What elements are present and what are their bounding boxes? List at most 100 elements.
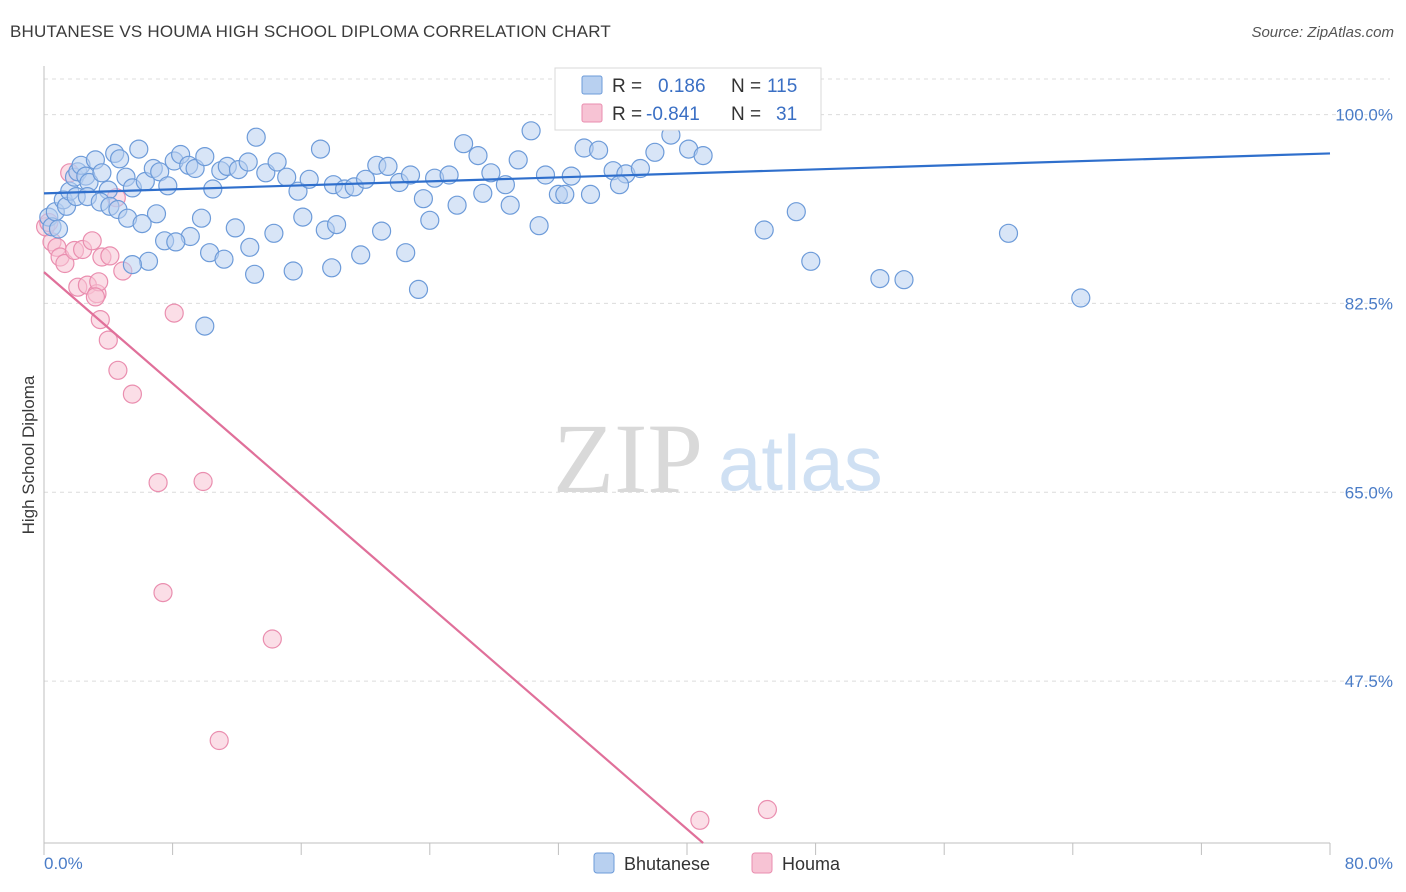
bhutanese-point-74 <box>240 237 260 257</box>
bhutanese-point-89 <box>609 175 630 195</box>
bhutanese-point-28 <box>195 147 215 167</box>
houma-point-21 <box>108 360 128 380</box>
houma-point-28 <box>209 730 229 751</box>
bhutanese-point-13 <box>92 163 112 183</box>
houma-point-14 <box>100 246 120 266</box>
bhutanese-point-88 <box>580 184 601 204</box>
chart-source: Source: ZipAtlas.com <box>1251 24 1394 41</box>
x-tick-label-min: 0.0% <box>44 854 83 873</box>
bhutanese-point-65 <box>630 158 651 179</box>
x-tick-label-max: 80.0% <box>1345 854 1393 873</box>
correlation-legend: R = 0.186 N = 115 R = -0.841 N = 31 <box>554 67 822 131</box>
bhutanese-point-109 <box>870 269 890 289</box>
bhutanese-point-3 <box>48 219 69 239</box>
bhutanese-point-114 <box>786 202 806 222</box>
houma-trend-line <box>43 271 704 844</box>
legend-swatch-houma <box>581 103 603 123</box>
bhutanese-point-70 <box>146 204 167 224</box>
bhutanese-point-106 <box>122 255 142 275</box>
bhutanese-point-99 <box>191 208 212 228</box>
bhutanese-point-108 <box>801 251 821 271</box>
watermark-atlas: atlas <box>718 419 883 507</box>
houma-point-11 <box>82 231 102 251</box>
bhutanese-point-76 <box>293 207 313 227</box>
bhutanese-point-56 <box>508 150 528 170</box>
bhutanese-point-105 <box>138 251 159 271</box>
legend-r-label-1: R = <box>612 104 642 125</box>
bhutanese-point-23 <box>158 176 178 196</box>
bhutanese-point-81 <box>396 243 416 263</box>
bhutanese-point-87 <box>555 184 575 204</box>
bhutanese-point-36 <box>267 152 287 172</box>
bhutanese-point-66 <box>645 142 665 162</box>
series-legend-bhutanese: Bhutanese <box>624 854 710 874</box>
bhutanese-point-104 <box>408 279 429 299</box>
houma-point-30 <box>757 799 778 820</box>
legend-n-value-0: 115 <box>767 76 797 97</box>
y-tick-labels: 100.0% 82.5% 65.0% 47.5% <box>1335 106 1393 692</box>
legend-n-value-1: 31 <box>776 104 797 125</box>
bhutanese-point-49 <box>413 189 433 209</box>
bhutanese-point-73 <box>225 218 245 238</box>
trend-lines <box>43 152 1331 844</box>
bhutanese-point-48 <box>400 165 421 185</box>
houma-point-22 <box>122 384 142 404</box>
y-tick-label-0: 100.0% <box>1335 106 1393 125</box>
bhutanese-point-101 <box>245 264 265 284</box>
houma-point-27 <box>262 629 282 649</box>
bhutanese-point-33 <box>238 152 258 172</box>
legend-r-value-0: 0.186 <box>658 76 706 97</box>
bhutanese-point-102 <box>283 261 303 281</box>
bhutanese-point-107 <box>195 316 215 336</box>
legend-r-value-1: -0.841 <box>646 104 700 125</box>
y-axis-label: High School Diploma <box>19 375 38 534</box>
bhutanese-point-54 <box>481 163 501 183</box>
legend-swatch-bhutanese <box>581 75 603 95</box>
houma-point-29 <box>690 810 710 830</box>
bhutanese-point-46 <box>378 156 398 176</box>
bhutanese-point-38 <box>288 181 308 201</box>
legend-n-label-0: N = <box>731 76 761 97</box>
bhutanese-point-79 <box>351 245 371 265</box>
chart-title: BHUTANESE VS HOUMA HIGH SCHOOL DIPLOMA C… <box>10 22 611 41</box>
houma-point-5 <box>55 253 75 274</box>
houma-point-24 <box>148 473 168 493</box>
bhutanese-point-100 <box>214 249 234 269</box>
houma-point-26 <box>153 582 173 603</box>
bhutanese-point-113 <box>754 220 774 240</box>
houma-point-25 <box>193 471 213 492</box>
series-legend-houma: Houma <box>782 854 841 874</box>
series-legend-swatch-houma <box>751 852 773 874</box>
bhutanese-point-19 <box>129 139 149 159</box>
bhutanese-point-98 <box>166 232 186 252</box>
bhutanese-point-86 <box>529 216 549 236</box>
houma-point-23 <box>164 303 184 323</box>
bhutanese-point-112 <box>1071 288 1091 308</box>
bhutanese-point-39 <box>299 169 319 189</box>
bhutanese-point-57 <box>521 121 541 141</box>
bhutanese-point-75 <box>264 223 284 243</box>
houma-point-18 <box>85 287 106 307</box>
houma-point-20 <box>98 330 118 350</box>
y-tick-label-2: 65.0% <box>1345 483 1393 502</box>
bhutanese-point-80 <box>372 221 392 241</box>
bhutanese-point-83 <box>447 195 467 215</box>
bhutanese-point-16 <box>109 149 130 169</box>
bhutanese-point-51 <box>439 165 459 185</box>
bhutanese-point-34 <box>246 127 266 147</box>
legend-r-label-0: R = <box>612 76 642 97</box>
axes <box>43 66 1331 855</box>
bhutanese-point-53 <box>468 146 488 166</box>
bhutanese-point-52 <box>454 134 474 154</box>
bhutanese-point-69 <box>693 146 713 166</box>
bhutanese-point-111 <box>998 223 1019 243</box>
legend-n-label-1: N = <box>731 104 761 125</box>
bhutanese-point-96 <box>132 214 152 234</box>
bhutanese-point-103 <box>322 258 342 278</box>
bhutanese-point-110 <box>894 270 914 290</box>
bhutanese-point-82 <box>420 210 440 230</box>
y-tick-label-3: 47.5% <box>1345 672 1393 691</box>
bhutanese-point-40 <box>310 139 331 159</box>
bhutanese-point-84 <box>473 183 493 203</box>
